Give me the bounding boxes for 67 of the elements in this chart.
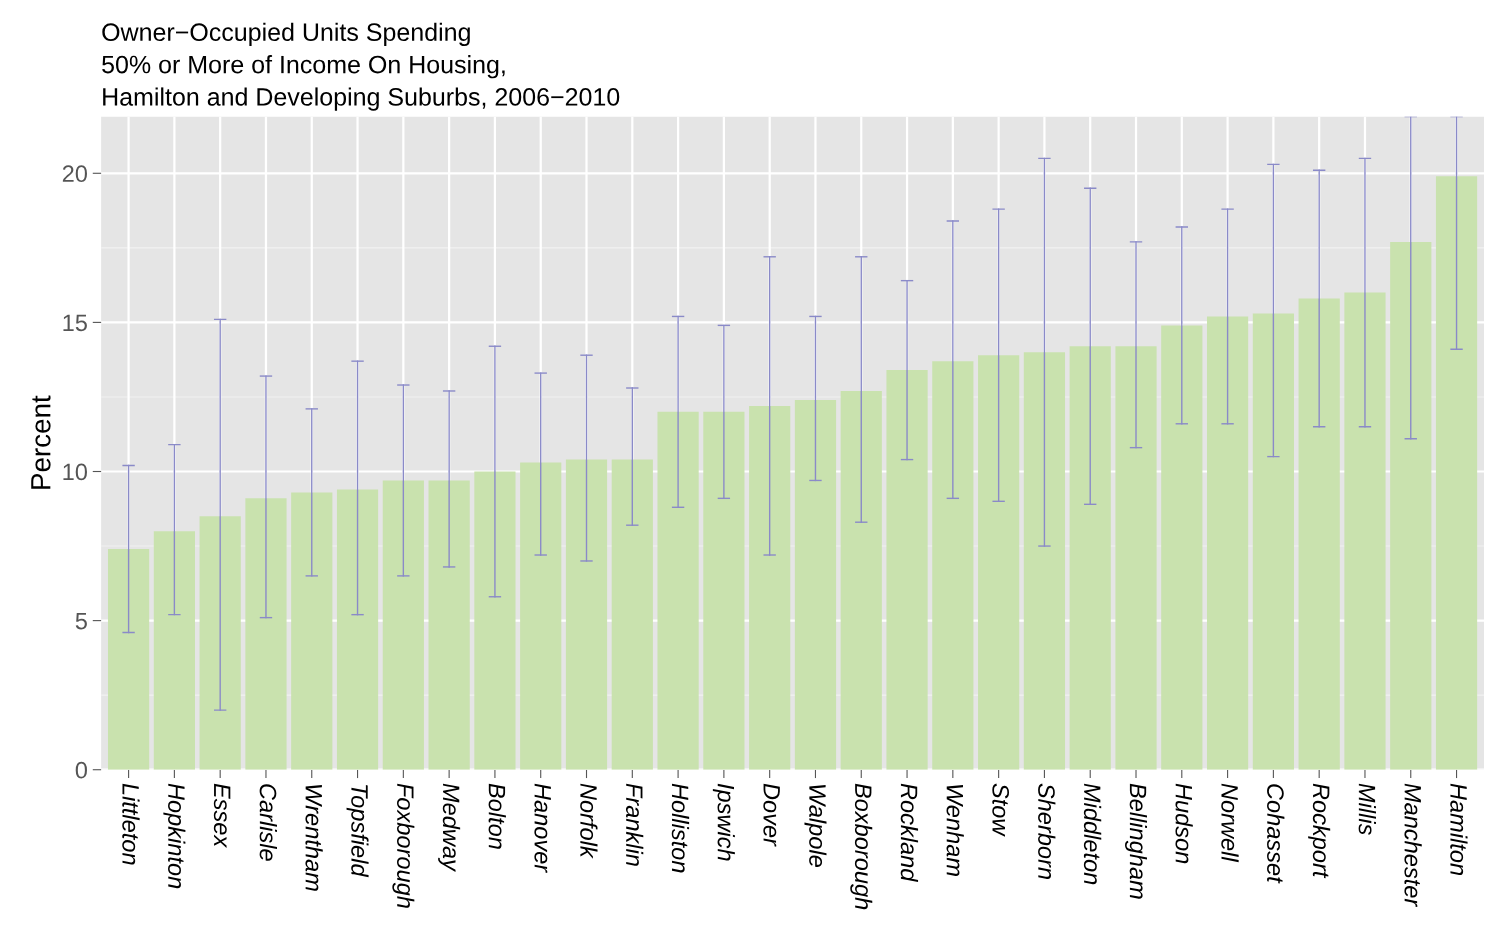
x-tick-label: Norfolk: [580, 783, 598, 859]
bar: [382, 480, 424, 770]
bar: [1206, 316, 1249, 770]
bar: [474, 471, 516, 770]
bar: [1298, 298, 1340, 770]
y-tick-label: 0: [75, 761, 87, 779]
bar: [153, 531, 195, 770]
bar: [199, 516, 241, 770]
x-tick-label: Wenham: [946, 784, 964, 876]
x-tick-label: Carlisle: [259, 784, 277, 861]
x-tick-label: Rockport: [1308, 783, 1331, 879]
bar: [840, 390, 882, 770]
x-tick-label: Medway: [438, 783, 461, 873]
y-tick-label: 15: [63, 314, 87, 332]
bar: [1252, 313, 1294, 770]
x-tick-label: Middleton: [1083, 783, 1102, 885]
y-axis-title: Percent: [31, 395, 51, 489]
x-tick-label: Foxborough: [392, 783, 415, 908]
bar: [107, 549, 150, 770]
bar: [565, 459, 608, 770]
x-tick-label: Norwell: [1221, 783, 1239, 863]
bar: [978, 355, 1020, 770]
x-tick-label: Hamilton: [1450, 783, 1468, 876]
x-tick-label: Essex: [213, 783, 231, 848]
y-tick-label: 10: [63, 463, 87, 481]
y-tick-label: 5: [75, 612, 87, 630]
bar: [1023, 352, 1066, 770]
bar: [428, 480, 470, 770]
x-tick-label: Wrentham: [305, 784, 323, 891]
bar: [1161, 325, 1203, 770]
x-tick-label: Rockland: [900, 783, 919, 882]
x-tick-label: Topsfield: [346, 785, 369, 878]
x-tick-label: Hanover: [534, 783, 551, 873]
x-tick-label: Ipswich: [712, 783, 735, 861]
bar: [703, 411, 745, 770]
bar: [1115, 346, 1157, 770]
x-tick-label: Holliston: [671, 783, 690, 873]
bar: [1435, 176, 1478, 770]
x-tick-label: Cohasset: [1267, 784, 1285, 884]
x-tick-label: Hopkinton: [163, 783, 186, 889]
x-tick-label: Franklin: [625, 783, 644, 866]
bar: [932, 361, 974, 770]
bar: [1069, 346, 1111, 770]
x-tick-label: Littleton: [122, 783, 140, 865]
bar: [886, 370, 928, 770]
bar: [749, 405, 791, 770]
bar: [1344, 292, 1386, 770]
bar: [520, 462, 562, 770]
x-tick-label: Sherborn: [1038, 783, 1056, 879]
x-tick-label: Bellingham: [1125, 783, 1148, 899]
y-tick-label: 20: [62, 165, 87, 183]
x-tick-label: Manchester: [1404, 783, 1422, 908]
bar: [794, 399, 837, 770]
x-tick-label: Dover: [763, 783, 780, 847]
bar: [1390, 241, 1432, 770]
x-tick-label: Boxborough: [850, 783, 873, 910]
x-tick-label: Hudson: [1175, 783, 1193, 864]
bar: [336, 489, 379, 770]
chart-title: Owner−Occupied Units Spending 50% or More of Income On Housing, Hamilton and Developing Suburbs, 2006−2010: [102, 22, 620, 111]
x-tick-label: Bolton: [488, 783, 506, 849]
bar: [245, 498, 287, 770]
bar: [657, 411, 699, 770]
x-tick-label: Millis: [1358, 783, 1376, 835]
x-tick-label: Walpole: [804, 784, 827, 867]
x-tick-label: Stow: [992, 783, 1010, 837]
bar: [291, 492, 333, 770]
bar: [611, 459, 653, 770]
